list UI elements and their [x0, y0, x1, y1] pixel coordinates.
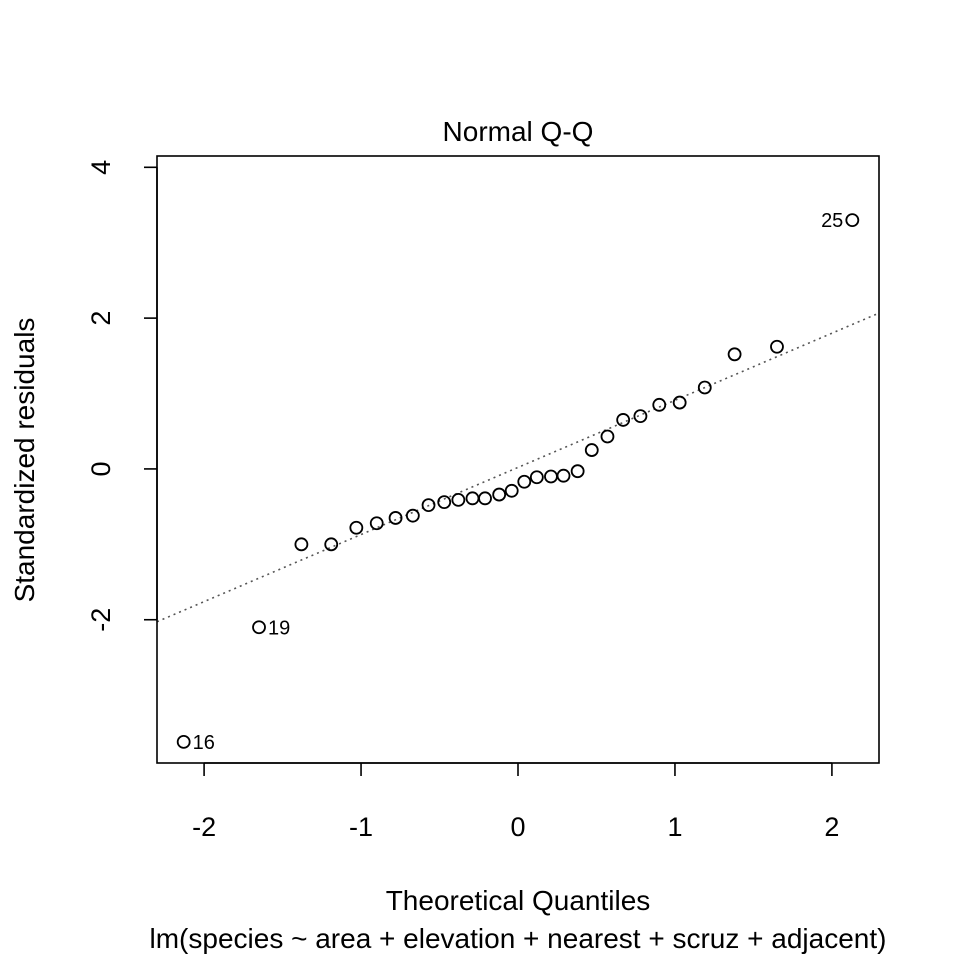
- x-tick-label: 0: [510, 812, 525, 842]
- y-axis-label: Standardized residuals: [9, 318, 40, 603]
- data-point: [451, 492, 466, 507]
- x-tick-label: 1: [667, 812, 682, 842]
- y-tick-label: 4: [86, 160, 116, 175]
- x-tick-label: -1: [349, 812, 373, 842]
- data-point: [252, 620, 266, 635]
- point-label: 16: [193, 732, 215, 754]
- data-point: [570, 464, 585, 479]
- data-point: [517, 474, 532, 489]
- data-point: [672, 395, 687, 410]
- data-point: [529, 470, 544, 485]
- data-point: [770, 339, 784, 354]
- data-point: [324, 537, 339, 552]
- data-point: [405, 508, 420, 523]
- chart-subtitle: lm(species ~ area + elevation + nearest …: [150, 923, 887, 954]
- data-point: [369, 516, 384, 531]
- qq-reference-line: [156, 312, 880, 623]
- data-point: [349, 520, 364, 535]
- x-tick-label: 2: [824, 812, 839, 842]
- data-point: [388, 511, 403, 525]
- data-point: [652, 397, 667, 412]
- data-point: [633, 409, 648, 424]
- data-point: [616, 413, 631, 427]
- data-point: [600, 429, 615, 444]
- x-axis-label: Theoretical Quantiles: [386, 885, 651, 916]
- point-label: 25: [821, 210, 843, 232]
- data-point: [492, 487, 507, 502]
- chart-title: Normal Q-Q: [443, 116, 594, 147]
- y-tick-label: -2: [86, 608, 116, 632]
- data-point: [478, 491, 492, 506]
- y-tick-label: 0: [86, 461, 116, 476]
- data-point: [437, 495, 452, 510]
- data-point: [584, 443, 599, 457]
- data-point: [727, 347, 742, 362]
- x-tick-label: -2: [192, 812, 216, 842]
- data-point: [845, 213, 860, 227]
- point-label: 19: [268, 617, 290, 639]
- y-tick-label: 2: [86, 311, 116, 326]
- data-point: [294, 537, 309, 552]
- plot-layer: -2 -1 0 1 2 -2 0 2 4 16 19 25: [86, 155, 880, 842]
- data-point: [176, 734, 191, 749]
- data-point: [697, 380, 712, 395]
- data-point: [504, 483, 519, 498]
- data-point: [421, 498, 436, 513]
- data-point: [556, 468, 571, 483]
